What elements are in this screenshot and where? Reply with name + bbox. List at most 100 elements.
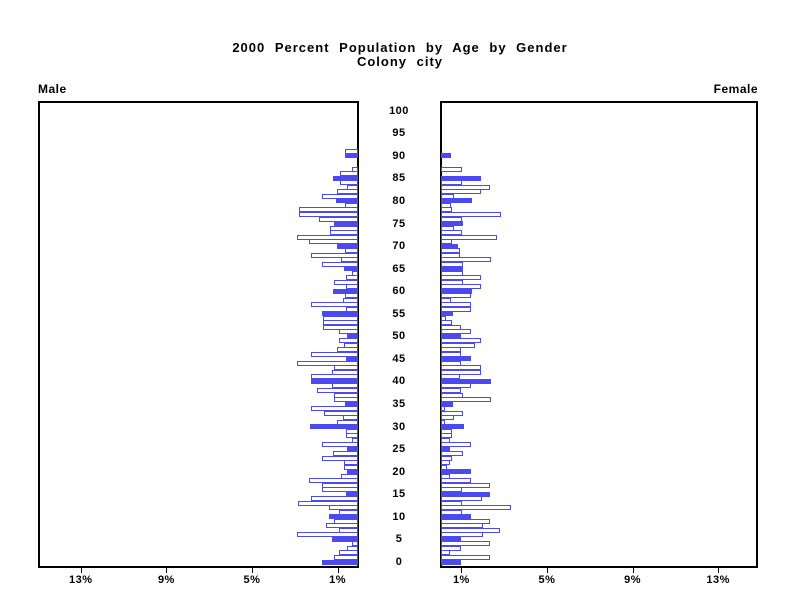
- bar-male-age-29: [345, 428, 358, 434]
- bar-male-age-81: [321, 193, 358, 199]
- bar-female-age-39: [441, 383, 471, 389]
- bar-female-age-59: [441, 293, 471, 299]
- bar-female-age-17: [441, 482, 491, 488]
- bar-female-age-1: [441, 554, 490, 560]
- age-tick-label-70: 70: [392, 240, 406, 253]
- age-tick-label-100: 100: [389, 104, 409, 117]
- pct-tick-label-female-1: 1%: [452, 574, 470, 586]
- bar-female-age-62: [441, 279, 464, 285]
- bar-male-age-41: [310, 374, 358, 380]
- pct-tick-label-male-9: 9%: [157, 574, 175, 586]
- bar-female-age-80: [441, 198, 473, 204]
- bar-male-age-50: [347, 333, 358, 339]
- age-tick-label-5: 5: [395, 533, 403, 546]
- bar-female-age-52: [441, 324, 462, 330]
- pct-tick-label-male-1: 1%: [329, 574, 347, 586]
- bar-female-age-19: [441, 473, 450, 479]
- bar-female-age-76: [441, 216, 463, 222]
- bar-male-age-73: [330, 230, 358, 236]
- bar-female-age-81: [441, 193, 454, 199]
- age-tick-label-65: 65: [392, 262, 406, 275]
- bar-female-age-53: [441, 320, 452, 326]
- bar-female-age-32: [441, 415, 454, 421]
- bar-female-age-40: [441, 378, 492, 384]
- male-pyramid-panel: [38, 101, 359, 568]
- bar-female-age-43: [441, 365, 482, 371]
- bar-male-age-48: [344, 342, 358, 348]
- bar-female-age-78: [441, 207, 452, 213]
- bar-female-age-66: [441, 261, 464, 267]
- bar-female-age-4: [441, 541, 490, 547]
- bar-female-age-83: [441, 184, 490, 190]
- bar-male-age-87: [351, 166, 358, 172]
- bar-female-age-3: [441, 545, 461, 551]
- bar-male-age-43: [334, 365, 358, 371]
- bar-male-age-37: [334, 392, 358, 398]
- bar-male-age-75: [334, 221, 358, 227]
- bar-male-age-34: [310, 406, 358, 412]
- age-tick-label-85: 85: [392, 172, 406, 185]
- age-tick-label-45: 45: [392, 352, 406, 365]
- pct-tick-label-male-13: 13%: [69, 574, 93, 586]
- bar-male-age-65: [344, 266, 358, 272]
- female-pyramid-panel: [440, 101, 758, 568]
- bar-female-age-10: [441, 514, 471, 520]
- bar-male-age-3: [347, 545, 358, 551]
- age-tick-label-20: 20: [392, 465, 406, 478]
- bar-female-age-20: [441, 469, 471, 475]
- age-tick-label-60: 60: [392, 285, 406, 298]
- bar-female-age-8: [441, 523, 483, 529]
- bar-male-age-27: [351, 437, 358, 443]
- bar-male-age-74: [330, 225, 358, 231]
- bar-male-age-69: [345, 248, 358, 254]
- bar-male-age-76: [319, 216, 358, 222]
- bar-female-age-26: [441, 442, 471, 448]
- bar-female-age-15: [441, 491, 491, 497]
- bar-male-age-67: [340, 257, 358, 263]
- pct-tick-mark-female-1: [461, 568, 463, 573]
- bar-female-age-48: [441, 342, 476, 348]
- bar-male-age-70: [336, 243, 358, 249]
- bar-female-age-50: [441, 333, 462, 339]
- bar-male-age-21: [344, 464, 358, 470]
- bar-female-age-69: [441, 248, 461, 254]
- bar-female-age-28: [441, 433, 452, 439]
- age-tick-label-95: 95: [392, 127, 406, 140]
- bar-female-age-85: [441, 175, 482, 181]
- bar-male-age-15: [346, 491, 358, 497]
- bar-male-age-1: [334, 554, 358, 560]
- bar-male-age-77: [299, 211, 358, 217]
- bar-male-age-26: [322, 442, 358, 448]
- bar-male-age-84: [339, 180, 358, 186]
- bar-male-age-54: [322, 315, 358, 321]
- bar-female-age-33: [441, 410, 464, 416]
- bar-male-age-56: [345, 306, 358, 312]
- bar-female-age-5: [441, 536, 461, 542]
- pct-tick-mark-male-1: [337, 568, 339, 573]
- bar-male-age-28: [345, 433, 358, 439]
- bar-female-age-41: [441, 374, 461, 380]
- bar-male-age-16: [321, 487, 358, 493]
- bar-male-age-82: [336, 189, 358, 195]
- pct-tick-mark-female-13: [718, 568, 720, 573]
- bar-female-age-42: [441, 369, 481, 375]
- bar-female-age-46: [441, 351, 462, 357]
- bar-male-age-35: [345, 401, 358, 407]
- age-tick-label-55: 55: [392, 307, 406, 320]
- bar-female-age-25: [441, 446, 450, 452]
- bar-male-age-33: [323, 410, 358, 416]
- bar-female-age-23: [441, 455, 452, 461]
- bar-female-age-67: [441, 257, 492, 263]
- bar-male-age-22: [344, 460, 358, 466]
- bar-male-age-66: [322, 261, 358, 267]
- bar-female-age-60: [441, 288, 473, 294]
- bar-female-age-90: [441, 153, 452, 159]
- bar-female-age-57: [441, 302, 472, 308]
- bar-male-age-85: [333, 175, 358, 181]
- bar-male-age-10: [329, 514, 358, 520]
- bar-female-age-29: [441, 428, 452, 434]
- bar-female-age-34: [441, 406, 446, 412]
- bar-male-age-49: [338, 338, 358, 344]
- bar-female-age-31: [441, 419, 446, 425]
- bar-female-age-6: [441, 532, 483, 538]
